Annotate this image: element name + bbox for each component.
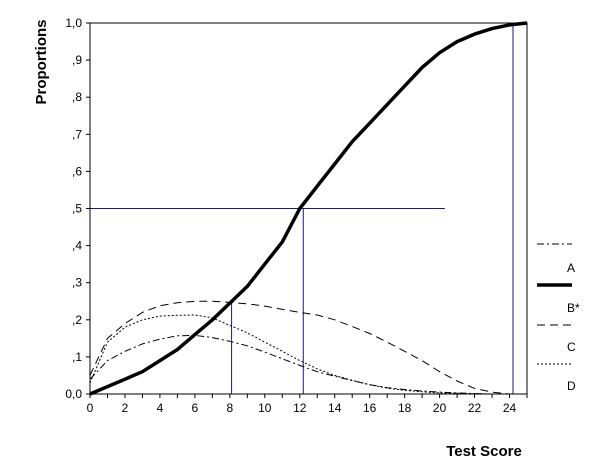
legend-label: A	[567, 261, 575, 275]
x-tick-label: 24	[503, 401, 517, 415]
x-tick-label: 0	[87, 401, 94, 415]
x-tick-label: 4	[157, 401, 164, 415]
x-tick-label: 8	[226, 401, 233, 415]
y-tick-label: ,7	[72, 127, 82, 141]
x-tick-label: 14	[328, 401, 342, 415]
x-tick-label: 2	[122, 401, 129, 415]
legend-label: D	[567, 379, 576, 393]
series-line-c	[89, 300, 510, 395]
legend-label: C	[567, 340, 576, 354]
y-axis-title: Proportions	[33, 20, 50, 105]
y-tick-label: ,2	[72, 313, 82, 327]
legend: A B* C D	[537, 243, 580, 393]
y-tick-label: ,9	[72, 53, 82, 67]
x-tick-label: 16	[363, 401, 377, 415]
y-tick-label: 1,0	[65, 16, 82, 30]
series-lines	[89, 21, 528, 396]
x-tick-label: 12	[293, 401, 307, 415]
y-tick-label: ,1	[72, 350, 82, 364]
x-tick-label: 20	[433, 401, 447, 415]
y-tick-label: ,5	[72, 202, 82, 216]
series-line-d	[89, 314, 510, 395]
x-axis-title: Test Score	[446, 443, 522, 460]
legend-label: B*	[567, 301, 580, 315]
x-tick-label: 22	[468, 401, 482, 415]
x-tick-label: 6	[192, 401, 199, 415]
reference-lines	[90, 23, 514, 394]
y-axis-ticks: 0,0 ,1 ,2 ,3 ,4 ,5 ,6 ,7 ,8 ,9 1,0	[65, 16, 90, 401]
y-tick-label: ,8	[72, 90, 82, 104]
y-tick-label: 0,0	[65, 387, 82, 401]
series-line-a	[89, 334, 527, 395]
x-tick-label: 10	[258, 401, 272, 415]
y-tick-label: ,3	[72, 276, 82, 290]
series-line-b	[89, 21, 528, 396]
y-tick-label: ,4	[72, 239, 82, 253]
x-tick-label: 18	[398, 401, 412, 415]
y-tick-label: ,6	[72, 164, 82, 178]
x-axis-ticks: 0 2 4 6 8 10 12 14 16 18 20 22 24	[87, 394, 528, 415]
